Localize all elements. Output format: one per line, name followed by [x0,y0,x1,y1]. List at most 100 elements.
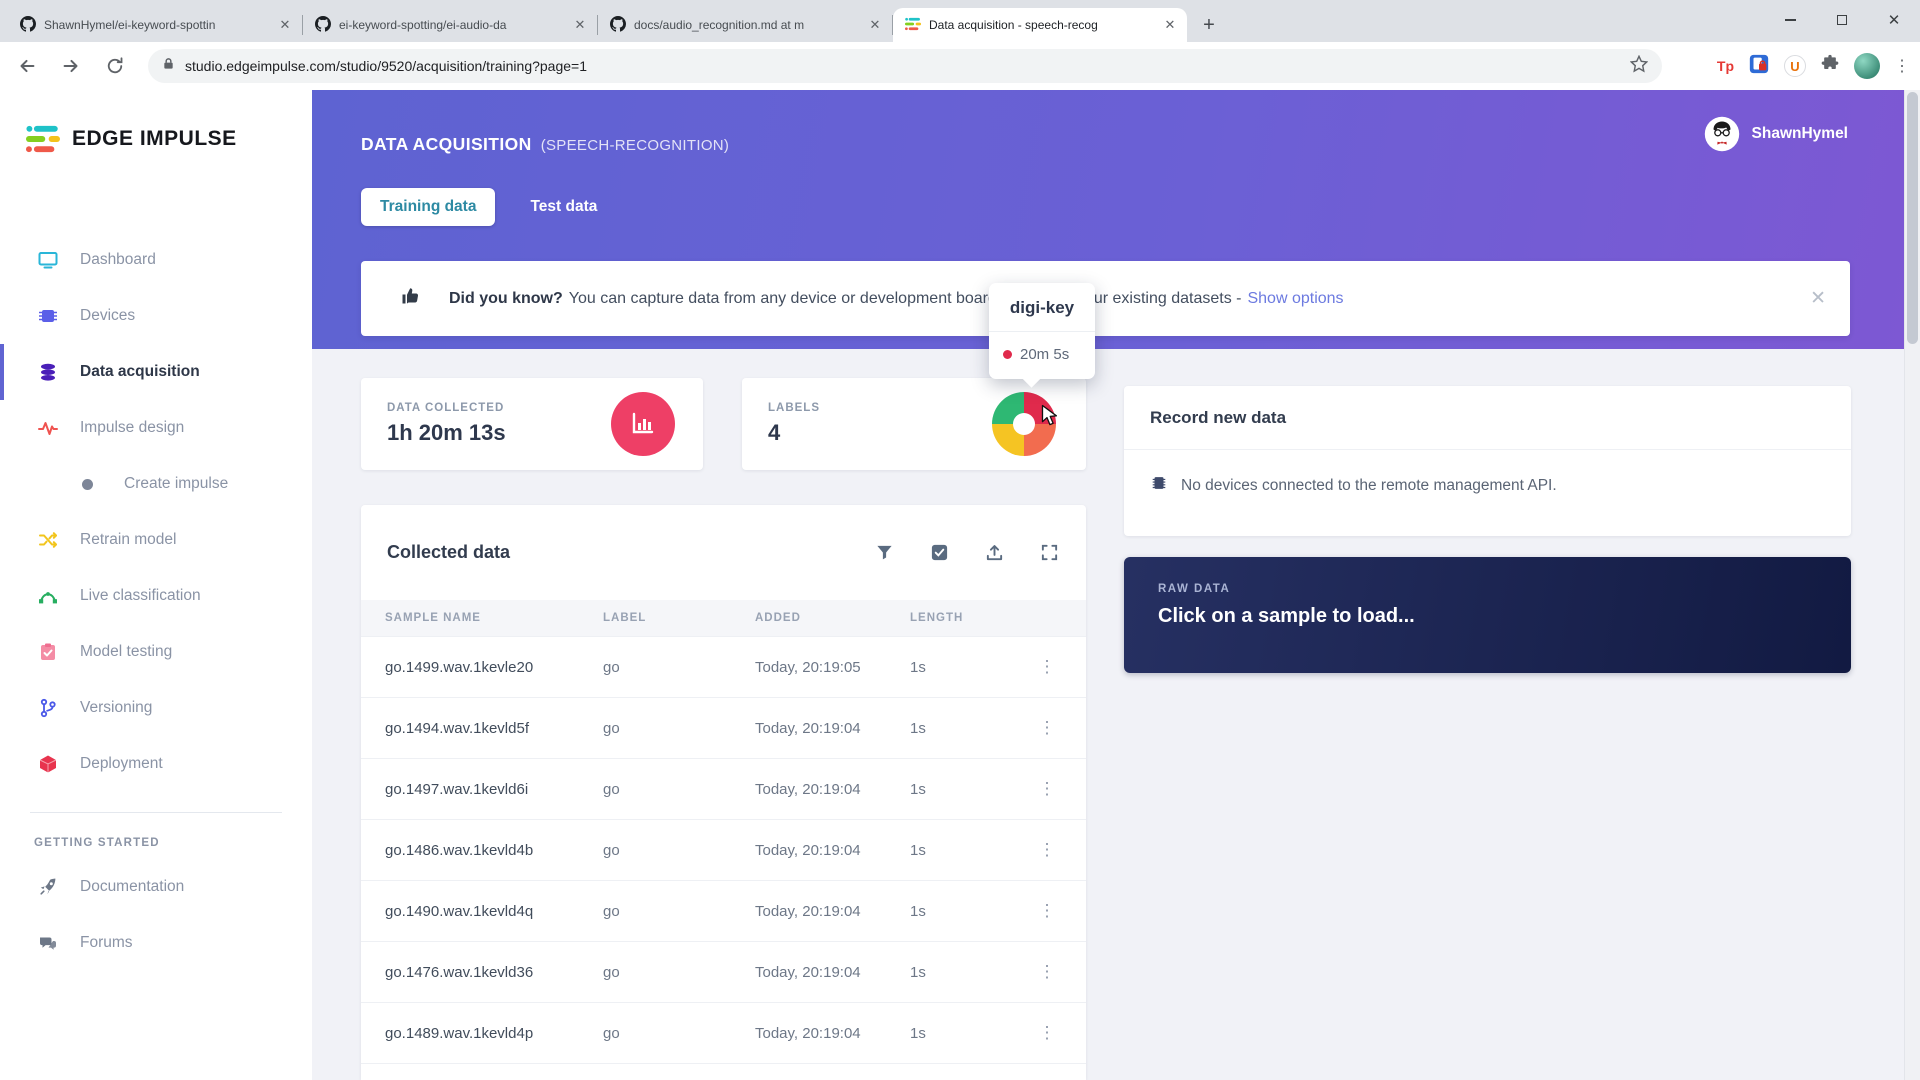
row-menu-icon[interactable]: ⋮ [1038,901,1056,920]
main-content: DATA ACQUISITION (SPEECH-RECOGNITION) Tr… [312,90,1904,1080]
browser-tab-2[interactable]: ei-keyword-spotting/ei-audio-da ✕ [303,8,597,42]
table-row[interactable]: go.1489.wav.1kevld4p go Today, 20:19:04 … [361,1002,1086,1063]
show-options-link[interactable]: Show options [1247,289,1344,307]
table-row[interactable]: go.1497.wav.1kevld6i go Today, 20:19:04 … [361,758,1086,819]
window-maximize-button[interactable] [1816,0,1868,40]
row-menu-icon[interactable]: ⋮ [1038,1023,1056,1042]
sidebar-item-devices[interactable]: Devices [0,288,312,344]
row-menu-icon[interactable]: ⋮ [1038,840,1056,859]
tampermonkey-extension-icon[interactable]: Tp [1716,58,1734,74]
tab-close-icon[interactable]: ✕ [279,17,291,32]
sidebar-item-live-classification[interactable]: Live classification [0,568,312,624]
extensions-puzzle-icon[interactable] [1820,54,1840,79]
banner-bold: Did you know? [449,289,563,307]
sidebar-item-impulse-design[interactable]: Impulse design [0,400,312,456]
sidebar-item-dashboard[interactable]: Dashboard [0,232,312,288]
user-avatar [1704,116,1739,152]
record-new-data-title: Record new data [1124,386,1851,450]
edge-impulse-logo[interactable]: EDGE IMPULSE [0,90,312,154]
sidebar-item-forums[interactable]: Forums [0,915,312,971]
sample-name[interactable]: go.1499.wav.1kevle20 [385,658,534,676]
column-added: ADDED [755,612,801,624]
raw-data-message: Click on a sample to load... [1158,605,1415,627]
table-row[interactable]: go.1490.wav.1kevld4q go Today, 20:19:04 … [361,880,1086,941]
browser-tab-3[interactable]: docs/audio_recognition.md at m ✕ [598,8,892,42]
filter-icon[interactable] [875,543,895,563]
url-text[interactable]: studio.edgeimpulse.com/studio/9520/acqui… [185,58,587,74]
thumbs-up-icon [399,285,421,312]
select-checkbox-icon[interactable] [930,543,950,563]
sample-label: go [603,658,620,676]
table-row[interactable]: go.1486.wav.1kevld4b go Today, 20:19:04 … [361,819,1086,880]
sidebar-item-retrain-model[interactable]: Retrain model [0,512,312,568]
user-menu[interactable]: ShawnHymel [1704,116,1848,152]
bezier-curve-icon [38,586,58,606]
reload-button[interactable] [98,49,132,83]
sample-length: 1s [910,902,926,920]
github-favicon [20,15,36,35]
forward-button[interactable] [54,49,88,83]
sample-name[interactable]: go.1486.wav.1kevld4b [385,841,534,859]
row-menu-icon[interactable]: ⋮ [1038,779,1056,798]
sidebar-divider [30,812,282,813]
donut-tooltip: digi-key 20m 5s [989,283,1095,379]
sidebar-item-label: Forums [80,934,133,951]
sidebar-item-versioning[interactable]: Versioning [0,680,312,736]
browser-tab-1[interactable]: ShawnHymel/ei-keyword-spottin ✕ [8,8,302,42]
chrome-menu-icon[interactable]: ⋮ [1894,58,1910,75]
sidebar-item-model-testing[interactable]: Model testing [0,624,312,680]
tab-close-icon[interactable]: ✕ [574,17,586,32]
raw-data-label: RAW DATA [1158,583,1231,595]
tab-close-icon[interactable]: ✕ [1164,17,1176,32]
sidebar-item-documentation[interactable]: Documentation [0,859,312,915]
sidebar-item-data-acquisition[interactable]: Data acquisition [0,344,312,400]
sample-label: go [603,780,620,798]
row-menu-icon[interactable]: ⋮ [1038,657,1056,676]
row-menu-icon[interactable]: ⋮ [1038,962,1056,981]
tab-separator [597,15,598,35]
page-scrollbar[interactable] [1904,90,1920,1080]
sample-name[interactable]: go.1489.wav.1kevld4p [385,1024,534,1042]
series-dot-icon [1003,350,1012,359]
mouse-cursor [1041,404,1058,426]
tab-test-data[interactable]: Test data [530,198,598,215]
sample-name[interactable]: go.1476.wav.1kevld36 [385,963,534,981]
scrollbar-thumb[interactable] [1907,92,1918,344]
tab-strip: ShawnHymel/ei-keyword-spottin ✕ ei-keywo… [8,8,1223,42]
sample-name[interactable]: go.1490.wav.1kevld4q [385,902,534,920]
sidebar-item-deployment[interactable]: Deployment [0,736,312,792]
banner-close-icon[interactable]: ✕ [1810,288,1826,309]
bookmark-star-icon[interactable] [1629,54,1649,78]
table-body: go.1499.wav.1kevle20 go Today, 20:19:05 … [361,636,1086,1063]
sidebar-item-create-impulse[interactable]: Create impulse [0,456,312,512]
tab-close-icon[interactable]: ✕ [869,17,881,32]
new-tab-button[interactable]: + [1203,13,1215,36]
back-button[interactable] [10,49,44,83]
project-name: (SPEECH-RECOGNITION) [540,137,730,154]
browser-tab-active[interactable]: Data acquisition - speech-recog ✕ [893,8,1187,42]
tab-training-data[interactable]: Training data [361,188,496,226]
ublock-extension-icon[interactable]: U [1784,55,1806,77]
labels-donut-chart[interactable] [992,392,1056,456]
sample-added: Today, 20:19:05 [755,658,861,676]
upload-icon[interactable] [985,543,1005,563]
table-row[interactable]: go.1476.wav.1kevld36 go Today, 20:19:04 … [361,941,1086,1002]
window-close-button[interactable]: ✕ [1868,0,1920,40]
table-row[interactable]: go.1499.wav.1kevle20 go Today, 20:19:05 … [361,636,1086,697]
chip-icon [38,306,58,326]
browser-profile-avatar[interactable] [1854,53,1880,79]
sample-name[interactable]: go.1494.wav.1kevld5f [385,719,529,737]
url-bar[interactable]: studio.edgeimpulse.com/studio/9520/acqui… [148,49,1662,83]
expand-icon[interactable] [1040,543,1060,563]
sample-label: go [603,902,620,920]
sidebar-item-label: Devices [80,307,136,324]
cube-icon [38,754,58,774]
tab-title: ei-keyword-spotting/ei-audio-da [339,18,507,32]
table-row[interactable]: go.1494.wav.1kevld5f go Today, 20:19:04 … [361,697,1086,758]
window-minimize-button[interactable] [1764,0,1816,40]
waveform-icon [38,418,58,438]
sample-name[interactable]: go.1497.wav.1kevld6i [385,780,529,798]
row-menu-icon[interactable]: ⋮ [1038,718,1056,737]
page-title: DATA ACQUISITION [361,134,532,154]
privacy-badger-extension-icon[interactable] [1748,53,1770,80]
